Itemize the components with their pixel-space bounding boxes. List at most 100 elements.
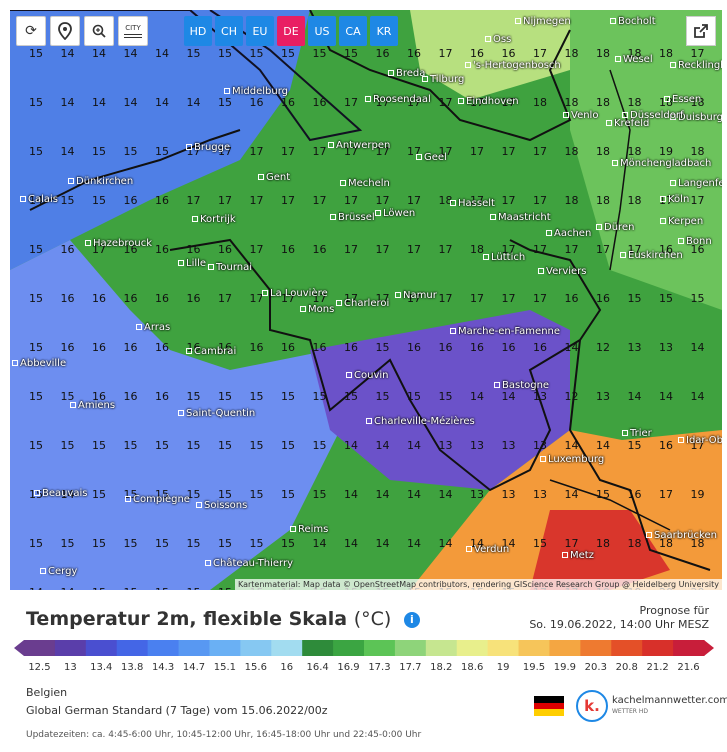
temperature-value: 13: [533, 439, 547, 452]
temperature-value: 15: [312, 47, 327, 60]
scale-tick-label: 13: [63, 662, 77, 673]
temperature-value: 15: [249, 390, 264, 403]
temperature-value: 16: [407, 47, 421, 60]
temperature-value: 15: [60, 537, 75, 550]
region-tab-eu[interactable]: EU: [246, 16, 274, 46]
temperature-value: 15: [123, 537, 138, 550]
temperature-value: 18: [627, 145, 642, 158]
temperature-value: 15: [29, 243, 43, 256]
map-panel[interactable]: 15 14 14 14 14 15 15 15 15 15 15 16 16 17 16 16 17 18 18 18…: [10, 10, 722, 590]
temperature-value: 18: [596, 537, 610, 550]
temperature-value: 18: [564, 194, 579, 207]
temperature-value: 16: [218, 243, 232, 256]
city-toggle-button[interactable]: CITY: [118, 16, 148, 46]
scale-tick-label: 16: [280, 662, 294, 673]
scale-swatch: [611, 640, 643, 656]
temperature-value: 14: [470, 390, 484, 403]
temperature-value: 13: [533, 390, 547, 403]
share-button[interactable]: [686, 16, 716, 46]
forecast-info: Prognose für So. 19.06.2022, 14:00 Uhr M…: [529, 604, 709, 632]
temperature-value: 15: [627, 292, 642, 305]
city-label: Calais: [20, 194, 58, 205]
city-label: Geel: [416, 152, 447, 163]
scale-tick-label: 18.2: [430, 662, 453, 673]
temperature-value: 14: [501, 390, 516, 403]
city-label: Arras: [136, 322, 170, 333]
temperature-value: 15: [186, 439, 201, 452]
model-run: Global German Standard (7 Tage) vom 15.0…: [26, 704, 328, 717]
temperature-value: 14: [375, 439, 390, 452]
city-label: Oss: [485, 34, 511, 45]
brand-logo[interactable]: k. kachelmannwetter.com WETTER HD: [576, 690, 727, 722]
region-tab-kr[interactable]: KR: [370, 16, 398, 46]
title-text: Temperatur 2m, flexible Skala: [26, 608, 348, 630]
temperature-value: 15: [29, 341, 43, 354]
city-label: Kortrijk: [192, 214, 236, 225]
temperature-value: 14: [60, 96, 75, 109]
scale-tick-label: 20.3: [584, 662, 607, 673]
region-tab-us[interactable]: US: [308, 16, 336, 46]
city-label: Reims: [290, 524, 328, 535]
city-label: Brugge: [186, 142, 230, 153]
city-label: Château-Thierry: [205, 558, 293, 569]
temperature-value: 13: [470, 439, 484, 452]
temperature-value: 17: [249, 145, 264, 158]
temperature-value: 17: [533, 243, 547, 256]
scale-tick-label: 13.4: [90, 662, 113, 673]
temperature-value: 17: [249, 243, 264, 256]
city-label: Aachen: [546, 228, 591, 239]
temperature-value: 16: [438, 341, 453, 354]
city-label: Kerpen: [660, 216, 703, 227]
city-label: La Louvière: [262, 288, 328, 299]
info-icon[interactable]: i: [403, 611, 420, 628]
temperature-value: 17: [186, 194, 201, 207]
temperature-value: 15: [92, 488, 106, 501]
region-tab-ca[interactable]: CA: [339, 16, 367, 46]
chart-title: Temperatur 2m, flexible Skala (°C) i: [26, 608, 420, 630]
temperature-value: 14: [375, 537, 390, 550]
city-label: Idar-Ob: [678, 435, 722, 446]
temperature-value: 16: [123, 194, 138, 207]
title-unit: (°C): [353, 608, 392, 630]
temperature-value: 16: [344, 341, 358, 354]
scale-swatch: [54, 640, 87, 656]
temperature-value: 17: [375, 194, 390, 207]
temperature-value: 14: [186, 96, 201, 109]
temperature-value: 16: [281, 341, 295, 354]
region-tab-de[interactable]: DE: [277, 16, 305, 46]
temperature-value: 14: [60, 145, 75, 158]
temperature-value: 15: [218, 488, 232, 501]
temperature-value: 17: [659, 488, 673, 501]
temperature-value: 15: [155, 537, 169, 550]
scale-max-arrow: [704, 640, 714, 656]
scale-tick-label: 19.9: [553, 662, 577, 673]
temperature-value: 17: [438, 243, 453, 256]
region-tab-hd[interactable]: HD: [184, 16, 212, 46]
scale-swatch: [147, 640, 180, 656]
city-label: Langenfe: [670, 178, 722, 189]
brand-logo-icon: k.: [576, 690, 608, 722]
city-label: Charleville-Mézières: [366, 416, 475, 427]
temperature-value: 14: [123, 47, 138, 60]
temperature-value: 15: [29, 537, 43, 550]
temperature-value: 16: [312, 96, 327, 109]
temperature-value: 15: [312, 488, 327, 501]
region-tab-ch[interactable]: CH: [215, 16, 243, 46]
scale-swatch: [209, 640, 241, 656]
reload-button[interactable]: ⟳: [16, 16, 46, 46]
scale-tick-label: 16.4: [306, 662, 329, 673]
temperature-value: 17: [218, 292, 232, 305]
temperature-value: 18: [627, 96, 642, 109]
temperature-value: 18: [564, 96, 579, 109]
temperature-value: 17: [312, 194, 327, 207]
temperature-value: 14: [659, 390, 673, 403]
temperature-value: 16: [470, 341, 484, 354]
scale-swatch: [487, 640, 520, 656]
temperature-value: 15: [281, 537, 295, 550]
temperature-value: 15: [407, 390, 421, 403]
zoom-button[interactable]: [84, 16, 114, 46]
city-label: Gent: [258, 172, 290, 183]
locate-button[interactable]: [50, 16, 80, 46]
temperature-value: 15: [375, 390, 390, 403]
temperature-value: 15: [29, 439, 43, 452]
